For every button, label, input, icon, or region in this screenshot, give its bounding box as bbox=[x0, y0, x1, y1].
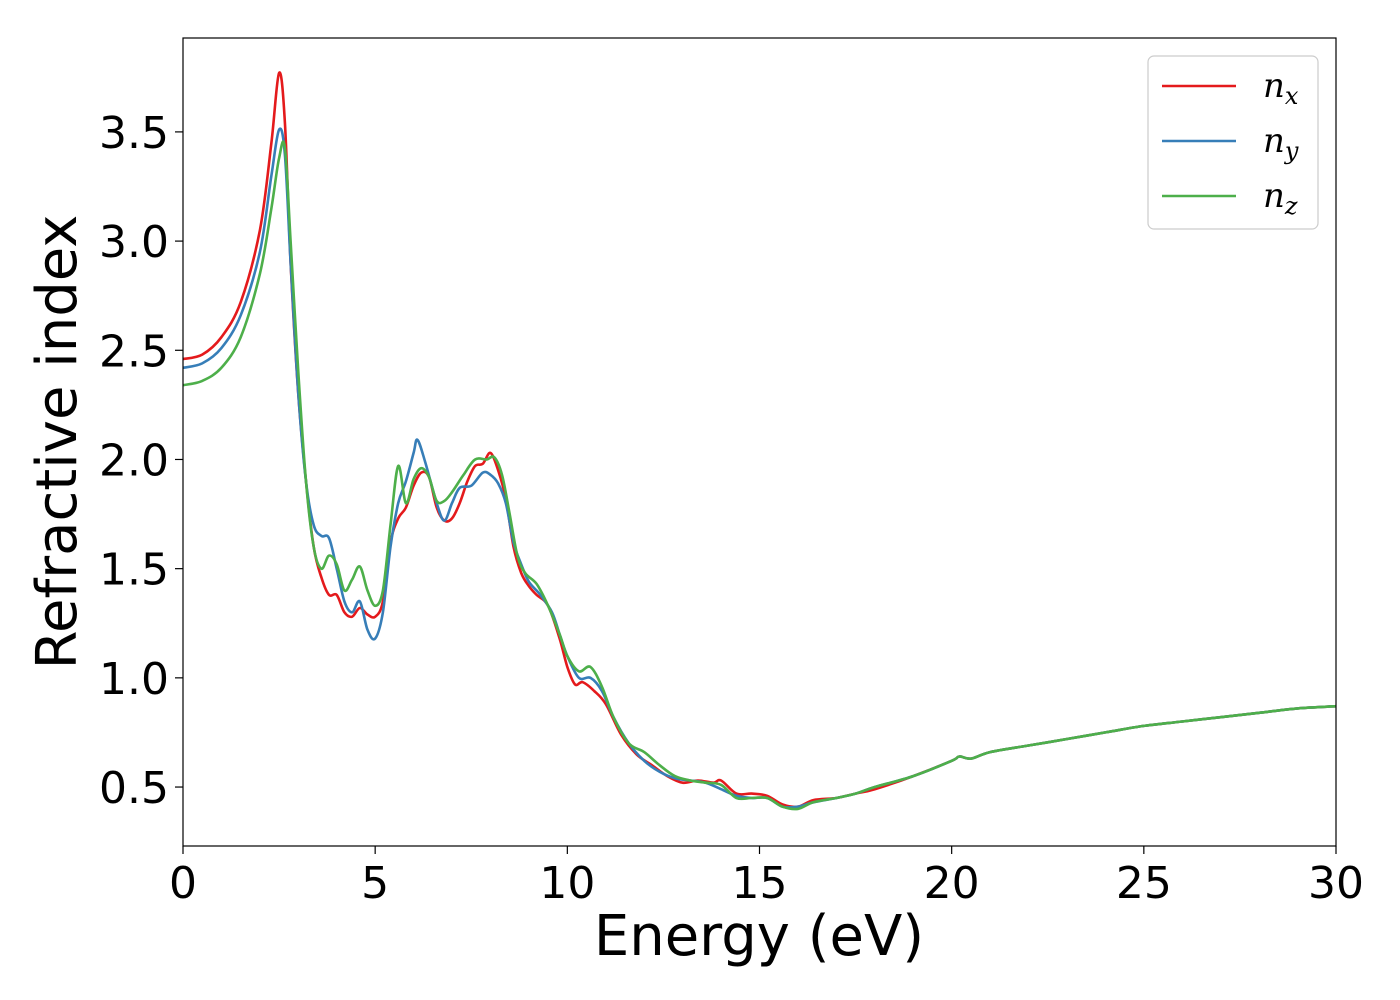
x-tick-label: 0 bbox=[169, 858, 197, 909]
y-tick-label: 1.5 bbox=[99, 545, 169, 596]
x-axis-label: Energy (eV) bbox=[594, 904, 924, 969]
series-line-z bbox=[182, 140, 1337, 811]
x-tick-label: 10 bbox=[539, 858, 595, 909]
x-tick-label: 20 bbox=[924, 858, 980, 909]
y-axis-ticks: 0.5 1.0 1.5 2.0 2.5 3.0 3.5 bbox=[99, 108, 183, 814]
legend: nx ny nz bbox=[1147, 55, 1319, 230]
y-tick-label: 2.0 bbox=[99, 435, 169, 486]
x-tick-label: 15 bbox=[732, 858, 788, 909]
legend-label-z: nz bbox=[1263, 176, 1298, 220]
legend-box bbox=[1147, 55, 1319, 230]
legend-label-y: ny bbox=[1263, 121, 1299, 165]
y-axis-label: Refractive index bbox=[25, 215, 90, 670]
plot-lines bbox=[182, 71, 1337, 811]
x-axis-ticks: 0 5 10 15 20 25 30 bbox=[169, 846, 1364, 909]
y-tick-label: 2.5 bbox=[99, 326, 169, 377]
y-tick-label: 0.5 bbox=[99, 763, 169, 814]
y-tick-label: 1.0 bbox=[99, 654, 169, 705]
x-tick-label: 30 bbox=[1308, 858, 1364, 909]
y-tick-label: 3.0 bbox=[99, 217, 169, 268]
x-tick-label: 25 bbox=[1116, 858, 1172, 909]
x-tick-label: 5 bbox=[361, 858, 389, 909]
legend-label-x: nx bbox=[1263, 66, 1299, 110]
y-tick-label: 3.5 bbox=[99, 108, 169, 159]
